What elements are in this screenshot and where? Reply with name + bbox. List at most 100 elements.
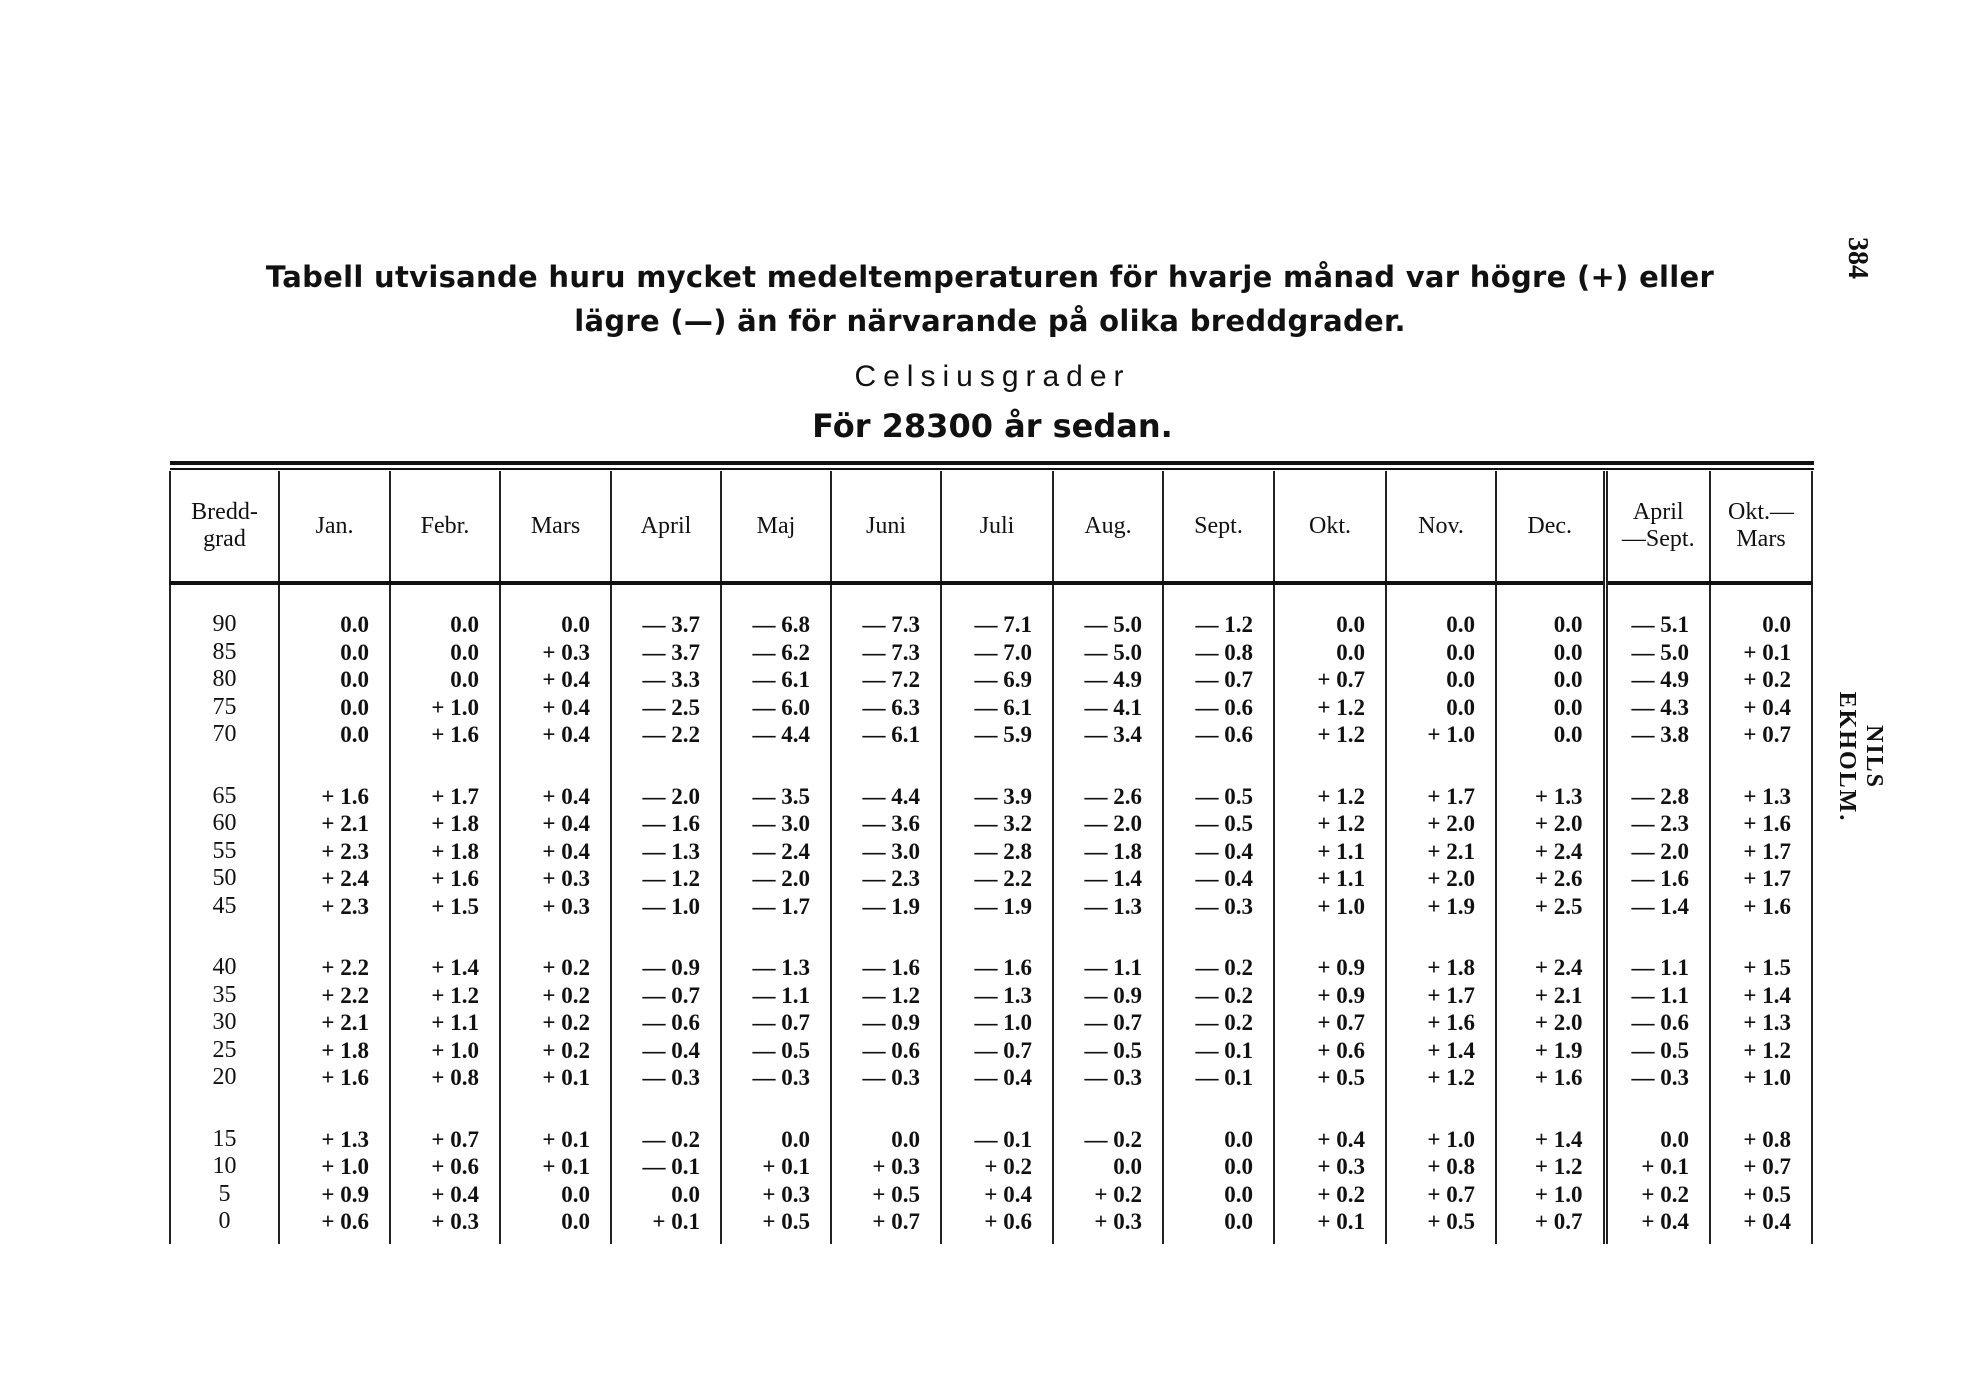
value-cell: + 2.3	[278, 892, 390, 920]
value-cell: — 0.6	[1162, 693, 1274, 721]
value-cell: + 1.7	[389, 748, 500, 810]
value-cell: + 1.2	[1495, 1153, 1605, 1181]
value-cell: — 3.6	[830, 810, 941, 838]
value-cell: 0.0	[1495, 666, 1605, 694]
value-cell: — 2.6	[1052, 748, 1163, 810]
latitude-cell: 65	[169, 748, 279, 810]
column-header: April	[610, 471, 721, 585]
value-cell: — 1.2	[610, 865, 721, 893]
column-header-label: Sept.	[1194, 512, 1243, 539]
table-title: Tabell utvisande huru mycket medeltemper…	[200, 255, 1780, 343]
value-cell: + 0.9	[1273, 981, 1386, 1009]
value-cell: + 0.2	[499, 920, 611, 982]
value-cell: + 0.7	[1495, 1208, 1605, 1244]
value-cell: + 1.7	[1709, 837, 1813, 865]
table-row: 75 0.0 + 1.0 + 0.4— 2.5— 6.0— 6.3— 6.1— 4.1…	[169, 693, 1813, 721]
value-cell: 0.0	[1052, 1153, 1163, 1181]
value-cell: — 1.0	[940, 1009, 1053, 1037]
latitude-cell: 80	[169, 666, 279, 694]
column-header-label: Okt.— Mars	[1728, 499, 1794, 552]
value-cell: — 1.9	[940, 892, 1053, 920]
value-cell: 0.0	[1385, 693, 1496, 721]
column-header: Juni	[830, 471, 941, 585]
value-cell: + 2.1	[278, 810, 390, 838]
value-cell: 0.0	[1602, 1091, 1710, 1153]
value-cell: + 0.4	[940, 1180, 1053, 1208]
value-cell: — 0.2	[610, 1091, 721, 1153]
column-header-label: April —Sept.	[1621, 499, 1695, 552]
value-cell: + 0.2	[499, 981, 611, 1009]
value-cell: + 0.4	[499, 837, 611, 865]
value-cell: — 2.0	[1052, 810, 1163, 838]
value-cell: — 1.1	[1602, 920, 1710, 982]
value-cell: — 0.9	[830, 1009, 941, 1037]
value-cell: 0.0	[389, 583, 500, 639]
value-cell: + 2.1	[1385, 837, 1496, 865]
value-cell: — 0.2	[1162, 920, 1274, 982]
value-cell: — 3.7	[610, 638, 721, 666]
value-cell: 0.0	[278, 638, 390, 666]
column-header: Aug.	[1052, 471, 1163, 585]
value-cell: + 0.7	[389, 1091, 500, 1153]
column-header: Dec.	[1495, 471, 1605, 585]
value-cell: + 1.7	[1385, 748, 1496, 810]
value-cell: — 3.8	[1602, 721, 1710, 749]
value-cell: + 2.4	[1495, 920, 1605, 982]
value-cell: + 1.8	[389, 837, 500, 865]
value-cell: — 7.3	[830, 583, 941, 639]
value-cell: + 0.2	[499, 1009, 611, 1037]
value-cell: — 1.1	[1602, 981, 1710, 1009]
value-cell: + 0.4	[499, 693, 611, 721]
value-cell: 0.0	[499, 583, 611, 639]
table-row: 5 + 0.9 + 0.4 0.0 0.0 + 0.3 + 0.5 + 0.4 + 0.2 0.0…	[169, 1180, 1813, 1208]
value-cell: + 0.4	[499, 721, 611, 749]
value-cell: — 1.4	[1602, 892, 1710, 920]
value-cell: — 0.9	[610, 920, 721, 982]
value-cell: + 0.3	[830, 1153, 941, 1181]
table-row: 50 + 2.4 + 1.6 + 0.3— 1.2— 2.0— 2.3— 2.2— 1…	[169, 865, 1813, 893]
value-cell: + 0.8	[1385, 1153, 1496, 1181]
page-number: 384	[1842, 237, 1873, 279]
table-row: 35 + 2.2 + 1.2 + 0.2— 0.7— 1.1— 1.2— 1.3— 0…	[169, 981, 1813, 1009]
value-cell: + 2.4	[1495, 837, 1605, 865]
value-cell: — 0.4	[610, 1036, 721, 1064]
value-cell: — 0.3	[830, 1064, 941, 1092]
value-cell: — 2.3	[1602, 810, 1710, 838]
value-cell: — 0.3	[720, 1064, 831, 1092]
value-cell: — 0.3	[610, 1064, 721, 1092]
value-cell: — 0.1	[940, 1091, 1053, 1153]
value-cell: — 1.3	[940, 981, 1053, 1009]
value-cell: — 5.0	[1052, 583, 1163, 639]
value-cell: + 1.9	[1385, 892, 1496, 920]
value-cell: — 0.4	[1162, 865, 1274, 893]
value-cell: — 7.3	[830, 638, 941, 666]
value-cell: — 2.0	[720, 865, 831, 893]
value-cell: + 0.7	[830, 1208, 941, 1244]
value-cell: — 6.1	[830, 721, 941, 749]
value-cell: — 0.6	[610, 1009, 721, 1037]
value-cell: + 0.8	[389, 1064, 500, 1092]
value-cell: — 0.5	[1052, 1036, 1163, 1064]
value-cell: 0.0	[1385, 583, 1496, 639]
value-cell: — 2.2	[940, 865, 1053, 893]
value-cell: — 4.9	[1052, 666, 1163, 694]
value-cell: + 0.1	[499, 1064, 611, 1092]
latitude-cell: 85	[169, 638, 279, 666]
value-cell: + 0.2	[940, 1153, 1053, 1181]
value-cell: 0.0	[278, 666, 390, 694]
value-cell: 0.0	[830, 1091, 941, 1153]
value-cell: — 0.7	[610, 981, 721, 1009]
table-row: 45 + 2.3 + 1.5 + 0.3— 1.0— 1.7— 1.9— 1.9— 1…	[169, 892, 1813, 920]
value-cell: + 2.2	[278, 981, 390, 1009]
value-cell: + 1.9	[1495, 1036, 1605, 1064]
latitude-cell: 15	[169, 1091, 279, 1153]
value-cell: — 0.9	[1052, 981, 1163, 1009]
value-cell: — 1.6	[1602, 865, 1710, 893]
value-cell: + 1.2	[1273, 748, 1386, 810]
value-cell: — 0.5	[720, 1036, 831, 1064]
value-cell: 0.0	[1385, 638, 1496, 666]
value-cell: — 0.1	[610, 1153, 721, 1181]
value-cell: 0.0	[1162, 1091, 1274, 1153]
value-cell: + 1.0	[1495, 1180, 1605, 1208]
column-header: Nov.	[1385, 471, 1496, 585]
